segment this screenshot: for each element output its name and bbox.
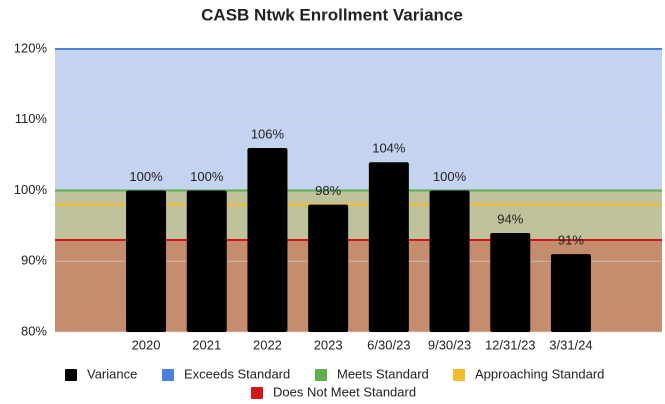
bar — [186, 190, 227, 332]
x-tick-label: 9/30/23 — [428, 337, 471, 352]
bar — [429, 190, 470, 332]
bar — [126, 190, 167, 332]
legend-label: Exceeds Standard — [184, 366, 290, 381]
y-tick-label: 80% — [21, 323, 47, 338]
y-tick-label: 110% — [15, 111, 48, 126]
x-tick-label: 6/30/23 — [367, 337, 410, 352]
x-tick-label: 2022 — [253, 337, 282, 352]
bar — [247, 148, 288, 332]
value-label: 106% — [251, 126, 285, 141]
legend-label: Meets Standard — [337, 366, 429, 381]
y-tick-label: 120% — [14, 40, 48, 55]
legend-label: Approaching Standard — [475, 366, 604, 381]
legend-swatch — [65, 369, 77, 381]
legend-swatch — [315, 369, 327, 381]
bar — [308, 204, 349, 332]
bar — [550, 254, 591, 332]
value-label: 100% — [190, 169, 224, 184]
x-tick-label: 12/31/23 — [485, 337, 536, 352]
chart-title: CASB Ntwk Enrollment Variance — [201, 5, 463, 24]
x-tick-label: 2023 — [314, 337, 343, 352]
legend-label: Variance — [87, 366, 137, 381]
legend-swatch — [162, 369, 174, 381]
bar — [490, 232, 531, 332]
value-label: 100% — [129, 169, 163, 184]
value-label: 91% — [558, 233, 584, 248]
value-label: 104% — [372, 141, 406, 156]
legend-swatch — [453, 369, 465, 381]
value-label: 98% — [315, 183, 341, 198]
x-tick-label: 3/31/24 — [549, 337, 592, 352]
bar — [368, 162, 409, 332]
y-tick-label: 100% — [14, 182, 48, 197]
y-tick-label: 90% — [21, 253, 47, 268]
legend-label: Does Not Meet Standard — [273, 384, 416, 399]
x-tick-label: 2021 — [192, 337, 221, 352]
value-label: 100% — [433, 169, 467, 184]
legend-swatch — [251, 387, 263, 399]
x-tick-label: 2020 — [132, 337, 161, 352]
value-label: 94% — [497, 211, 523, 226]
